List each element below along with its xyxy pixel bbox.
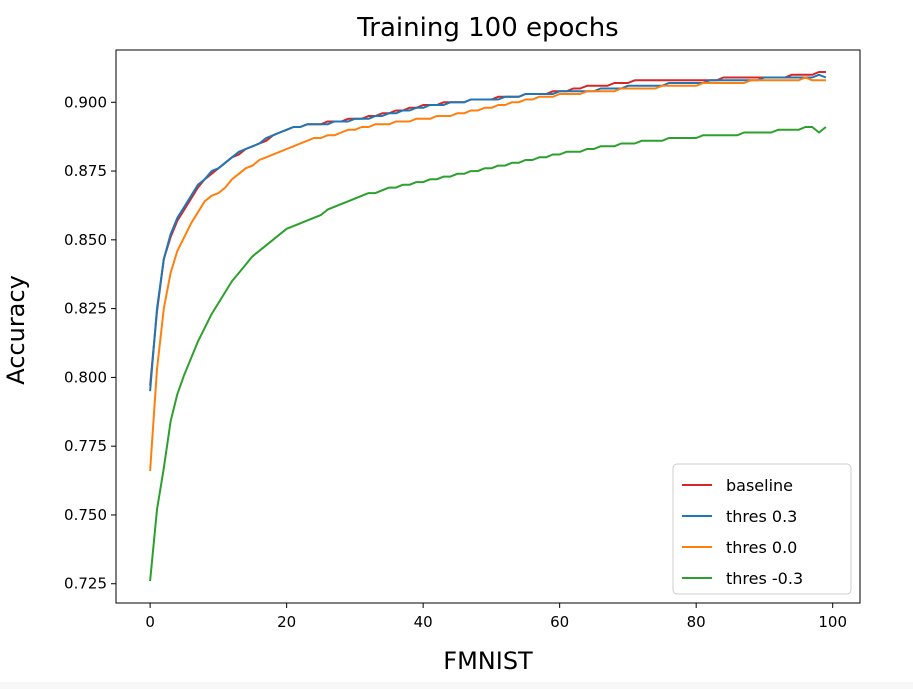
x-axis-label: FMNIST	[443, 647, 533, 675]
y-tick-label: 0.775	[64, 437, 107, 455]
legend: baseline thres 0.3 thres 0.0 thres -0.3	[672, 463, 852, 595]
y-tick-label: 0.725	[64, 575, 107, 593]
x-tick-label: 80	[687, 613, 706, 631]
y-tick-label: 0.825	[64, 300, 107, 318]
y-tick-label: 0.850	[64, 231, 107, 249]
plot-frame	[115, 49, 861, 604]
x-tick-label: 20	[277, 613, 296, 631]
y-tick-label: 0.800	[64, 368, 107, 386]
legend-entry-label: thres 0.0	[726, 538, 797, 557]
chart-title: Training 100 epochs	[356, 13, 618, 43]
y-tick-label: 0.900	[64, 93, 107, 111]
x-tick-label: 0	[145, 613, 155, 631]
legend-box	[672, 463, 852, 595]
y-tick-label: 0.875	[64, 162, 107, 180]
series-line-4	[149, 126, 827, 582]
x-tick-label: 100	[818, 613, 847, 631]
y-tick-label: 0.750	[64, 506, 107, 524]
series-line-2	[149, 73, 827, 392]
series-line-3	[149, 76, 826, 471]
legend-entry-label: baseline	[726, 476, 793, 495]
y-ticks: 0.725 0.750 0.775 0.800 0.825 0.850 0.875 0.900	[64, 93, 116, 593]
legend-entry-label: thres 0.3	[726, 507, 797, 526]
x-ticks: 0 20 40 60 80 100	[145, 603, 847, 631]
y-axis-label: Accuracy	[2, 275, 30, 385]
x-tick-label: 40	[414, 613, 433, 631]
plot-lines	[149, 71, 827, 582]
legend-entry-label: thres -0.3	[726, 569, 803, 588]
x-tick-label: 60	[550, 613, 569, 631]
